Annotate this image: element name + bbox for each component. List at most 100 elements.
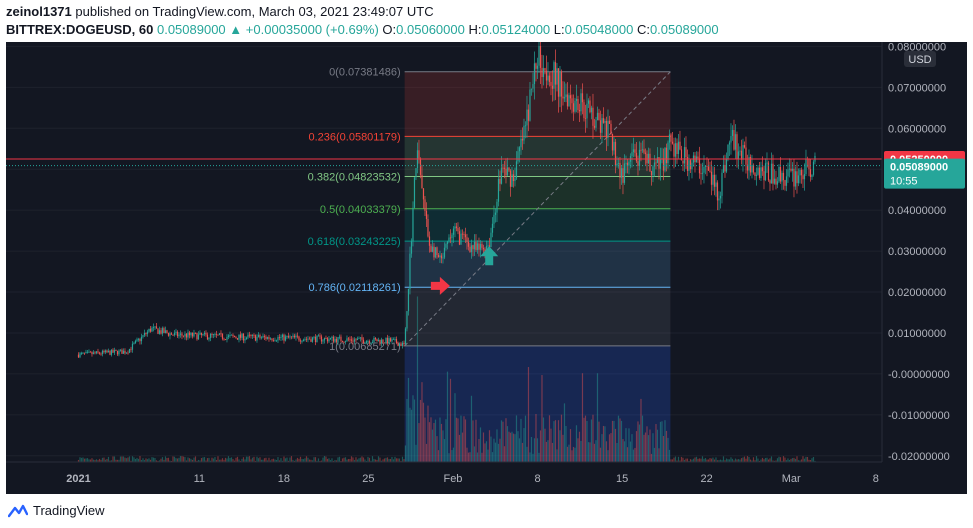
volume-bar <box>206 458 209 462</box>
candle-body <box>127 352 129 354</box>
volume-bar <box>242 457 245 462</box>
candle-body <box>368 341 371 344</box>
published-text: published on TradingView.com, March 03, … <box>75 4 434 19</box>
author-name[interactable]: zeinol1371 <box>6 4 72 19</box>
candle-body <box>197 334 200 340</box>
volume-bar <box>473 446 476 462</box>
volume-bar <box>115 459 117 462</box>
volume-bar <box>676 460 678 462</box>
candle-body <box>446 241 449 245</box>
volume-bar <box>766 457 768 462</box>
candle-body <box>641 149 644 151</box>
volume-bar <box>734 458 737 462</box>
candle-body <box>355 339 357 341</box>
volume-bar <box>805 456 807 462</box>
candle-body <box>812 161 815 175</box>
candle-body <box>137 338 140 340</box>
candle-body <box>494 212 497 215</box>
volume-bar <box>329 460 332 462</box>
volume-bar <box>83 458 86 462</box>
volume-bar <box>442 430 444 462</box>
tradingview-brand[interactable]: TradingView <box>33 503 105 518</box>
candle-body <box>118 350 120 355</box>
candle-body <box>650 171 653 176</box>
volume-bar <box>136 457 138 462</box>
candle-body <box>403 342 405 344</box>
volume-bar <box>466 447 468 462</box>
candle-body <box>284 336 287 341</box>
chart-header: zeinol1371 published on TradingView.com,… <box>0 0 973 42</box>
candle-body <box>190 332 192 336</box>
currency-badge[interactable] <box>904 51 936 67</box>
volume-bar <box>89 459 92 462</box>
candle-body <box>767 162 770 181</box>
volume-bar <box>541 375 543 462</box>
volume-bar <box>268 457 270 462</box>
candle-body <box>632 149 635 153</box>
volume-bar <box>217 456 219 462</box>
volume-bar <box>557 420 560 462</box>
volume-bar <box>265 457 267 462</box>
close-value: 0.05089000 <box>649 22 719 37</box>
x-tick-label: 2021 <box>66 473 90 485</box>
volume-bar <box>107 456 110 462</box>
volume-bar <box>458 434 461 462</box>
candle-body <box>593 125 596 128</box>
candle-body <box>433 246 435 258</box>
volume-bar <box>175 458 177 462</box>
candle-body <box>679 141 681 150</box>
volume-bar <box>104 459 107 462</box>
candle-body <box>397 343 399 347</box>
volume-bar <box>425 443 428 462</box>
volume-bar <box>448 453 450 462</box>
candle-body <box>374 337 377 340</box>
candle-body <box>536 65 539 69</box>
volume-bar <box>586 420 588 462</box>
x-tick-label: 8 <box>534 473 540 485</box>
volume-bar <box>511 431 513 462</box>
volume-bar <box>550 428 552 462</box>
volume-bar <box>701 456 704 462</box>
candle-body <box>386 337 389 344</box>
candle-body <box>131 343 134 350</box>
tradingview-logo-icon[interactable] <box>8 503 28 519</box>
volume-bar <box>806 456 809 462</box>
candle-body <box>206 334 209 340</box>
volume-bar <box>652 433 654 462</box>
price-axis-background <box>882 42 967 494</box>
candle-body <box>638 149 641 166</box>
candle-body <box>259 334 261 338</box>
volume-bar <box>518 438 521 462</box>
volume-bar <box>128 456 131 462</box>
candle-body <box>623 163 626 183</box>
candle-body <box>605 120 608 138</box>
volume-bar <box>715 457 717 462</box>
volume-bar <box>487 449 489 462</box>
volume-bar <box>574 447 576 462</box>
volume-bar <box>620 420 623 462</box>
volume-bar <box>406 398 408 462</box>
volume-bar <box>538 452 540 462</box>
volume-bar <box>205 460 207 462</box>
volume-bar <box>742 457 744 462</box>
volume-bar <box>184 457 186 462</box>
volume-bar <box>788 459 791 462</box>
volume-bar <box>634 447 636 462</box>
candle-body <box>665 147 668 164</box>
candle-body <box>443 247 446 258</box>
candle-body <box>776 181 779 185</box>
chart-area[interactable]: 0(0.07381486) 0.236(0.05801179) 0.382(0.04… <box>6 32 967 494</box>
price-chart[interactable]: 0(0.07381486) 0.236(0.05801179) 0.382(0.04… <box>6 32 967 494</box>
volume-bar <box>509 432 512 462</box>
candle-body <box>715 182 717 187</box>
volume-bar <box>223 459 225 462</box>
volume-bar <box>431 429 434 462</box>
volume-bar <box>526 446 528 462</box>
volume-bar <box>583 417 585 462</box>
volume-bar <box>337 457 339 462</box>
volume-bar <box>758 460 761 462</box>
volume-bar <box>671 459 674 462</box>
candle-body <box>784 180 786 186</box>
symbol-label[interactable]: BITTREX:DOGEUSD, 60 <box>6 22 154 37</box>
volume-bar <box>391 456 393 462</box>
